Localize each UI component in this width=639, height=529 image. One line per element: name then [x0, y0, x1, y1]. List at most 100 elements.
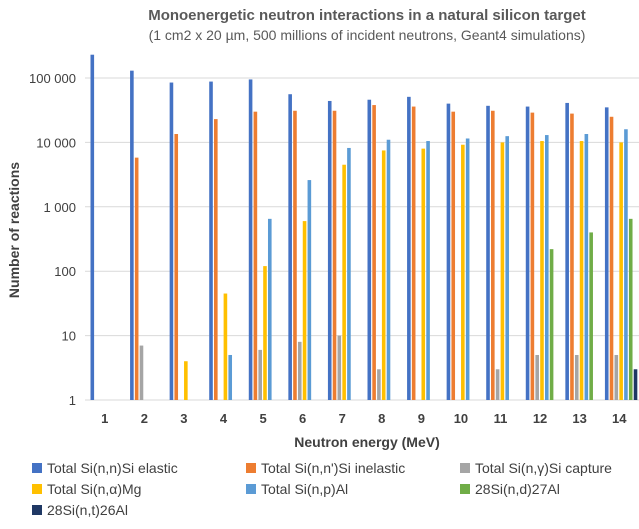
bar — [451, 111, 456, 400]
bars — [90, 54, 638, 401]
legend-label: 28Si(n,t)26Al — [47, 502, 128, 518]
bar — [574, 354, 579, 400]
legend-swatch — [246, 463, 256, 473]
legend-swatch — [32, 484, 42, 494]
bar — [381, 150, 386, 400]
bar — [565, 102, 569, 401]
legend-swatch — [460, 463, 470, 473]
y-tick-label: 1 000 — [43, 200, 76, 215]
x-tick-label: 7 — [339, 411, 346, 426]
x-tick-label: 9 — [418, 411, 425, 426]
legend-swatch — [246, 484, 256, 494]
bar — [619, 142, 623, 400]
bar — [228, 354, 233, 400]
bar — [174, 134, 179, 400]
bar — [544, 135, 549, 400]
y-tick-label: 100 000 — [29, 71, 76, 86]
legend-label: 28Si(n,d)27Al — [475, 481, 560, 497]
bar — [535, 354, 539, 400]
bar — [570, 113, 574, 400]
x-tick-label: 6 — [299, 411, 306, 426]
x-tick-label: 5 — [259, 411, 266, 426]
bar — [184, 361, 188, 400]
x-axis-ticks: 1 2 3 4 5 6 7 8 9 10 11 12 13 14 — [101, 411, 627, 426]
bar — [386, 139, 391, 400]
bar — [584, 134, 589, 400]
bar — [549, 249, 554, 400]
bar — [223, 293, 228, 400]
x-tick-label: 4 — [220, 411, 228, 426]
bar — [579, 141, 584, 401]
bar — [139, 345, 144, 400]
bar — [609, 116, 614, 400]
y-axis-label: Number of reactions — [6, 162, 22, 298]
legend-label: Total Si(n,α)Mg — [47, 481, 141, 497]
bar — [134, 157, 139, 400]
bar — [491, 110, 495, 400]
x-tick-label: 12 — [533, 411, 547, 426]
bar — [337, 335, 342, 400]
bar — [411, 106, 416, 400]
legend-label: Total Si(n,n)Si elastic — [47, 460, 178, 476]
bar — [367, 99, 372, 401]
bar — [302, 221, 307, 400]
legend-label: Total Si(n,n')Si inelastic — [261, 460, 405, 476]
bar — [263, 266, 267, 400]
bar — [500, 142, 505, 400]
bar — [293, 110, 297, 400]
bar — [327, 100, 332, 401]
bar — [169, 82, 174, 401]
bar — [628, 218, 633, 400]
legend-label: Total Si(n,γ)Si capture — [475, 460, 612, 476]
bar — [288, 94, 292, 401]
bar — [253, 111, 258, 400]
bar — [461, 144, 465, 400]
y-tick-label: 10 000 — [36, 135, 76, 150]
bar — [446, 103, 451, 401]
x-tick-label: 3 — [180, 411, 187, 426]
x-tick-label: 8 — [378, 411, 385, 426]
bar — [633, 369, 638, 400]
bar — [604, 107, 609, 401]
bar — [465, 138, 470, 400]
chart-title: Monoenergetic neutron interactions in a … — [148, 7, 586, 24]
bar — [525, 106, 530, 400]
x-tick-label: 13 — [572, 411, 586, 426]
bar — [342, 164, 346, 400]
chart-subtitle: (1 cm2 x 20 µm, 500 millions of incident… — [149, 27, 586, 43]
bar — [90, 54, 95, 401]
x-tick-label: 2 — [141, 411, 148, 426]
y-tick-label: 100 — [54, 264, 76, 279]
x-axis-label: Neutron energy (MeV) — [294, 434, 439, 450]
y-tick-label: 1 — [69, 393, 76, 408]
bar — [347, 147, 351, 400]
x-tick-label: 11 — [494, 411, 508, 426]
bar — [530, 112, 535, 400]
bar — [421, 148, 426, 400]
bar — [297, 341, 302, 400]
gridlines — [85, 77, 639, 401]
bar — [505, 136, 510, 400]
bar — [332, 110, 337, 400]
x-tick-label: 10 — [454, 411, 468, 426]
bar — [258, 349, 262, 400]
legend: Total Si(n,n)Si elastic Total Si(n,n')Si … — [32, 460, 612, 518]
bar — [624, 129, 628, 400]
bar — [426, 141, 430, 401]
bar — [248, 79, 253, 400]
bar — [589, 232, 593, 400]
bar — [372, 105, 376, 400]
bar — [214, 119, 218, 400]
bar — [377, 369, 381, 400]
bar — [614, 354, 619, 400]
x-tick-label: 1 — [101, 411, 108, 426]
bar — [407, 96, 411, 400]
bar — [486, 105, 490, 401]
bar — [540, 141, 544, 401]
legend-swatch — [32, 463, 42, 473]
bar — [267, 218, 272, 400]
legend-swatch — [460, 484, 470, 494]
legend-label: Total Si(n,p)Al — [261, 481, 348, 497]
